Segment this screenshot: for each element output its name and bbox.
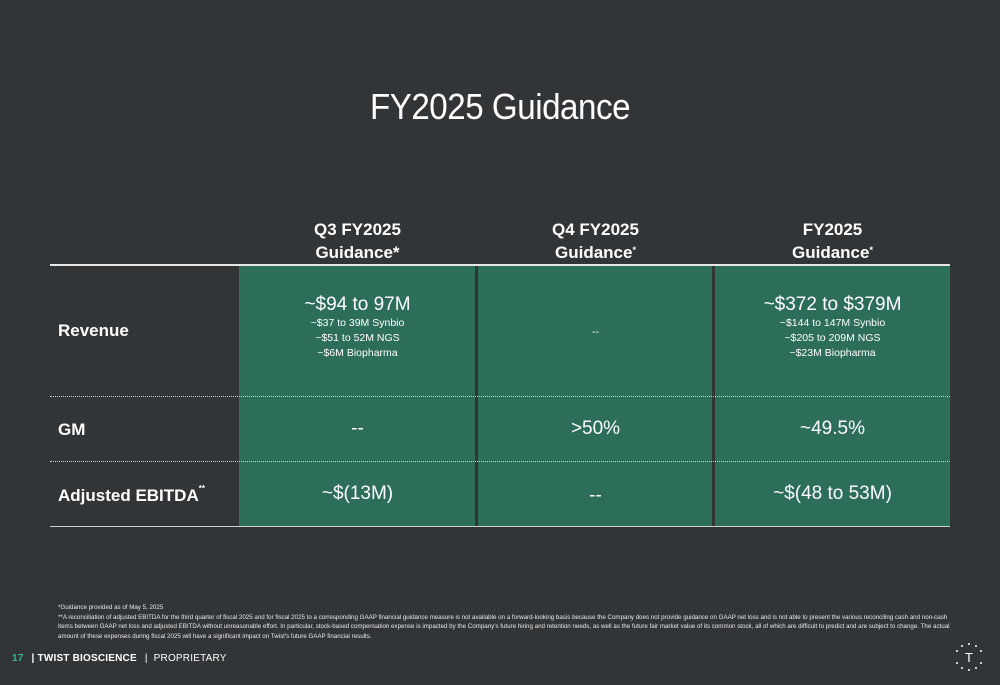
table-bottom-rule xyxy=(50,526,950,527)
twist-logo-icon: T xyxy=(956,643,982,671)
footnote-guidance-date: *Guidance provided as of May 5, 2025 xyxy=(58,604,164,611)
footnotes: *Guidance provided as of May 5, 2025 **A… xyxy=(58,603,958,641)
column-header-q4-label: Guidance xyxy=(555,243,633,262)
row-divider xyxy=(50,461,950,462)
column-header-fy: FY2025 Guidance* xyxy=(714,218,951,264)
row-divider xyxy=(50,396,950,397)
slide-footer: 17 | TWIST BIOSCIENCE | PROPRIETARY xyxy=(12,653,227,664)
cell-revenue-fy-ngs: ~$205 to 209M NGS xyxy=(784,332,881,344)
cell-revenue-fy-synbio: ~$144 to 147M Synbio xyxy=(779,317,886,329)
company-name-text: TWIST BIOSCIENCE xyxy=(37,653,137,664)
column-header-q4: Q4 FY2025 Guidance* xyxy=(477,218,714,264)
cell-ebitda-q3: ~$(13M) xyxy=(321,483,394,504)
footer-separator: | xyxy=(144,653,148,664)
cell-revenue-q3-main: ~$94 to 97M xyxy=(304,294,411,315)
column-header-q3-line2: Guidance* xyxy=(315,243,400,262)
cell-revenue-q3-synbio: ~$37 to 39M Synbio xyxy=(310,317,405,329)
cell-revenue-fy: ~$372 to $379M ~$144 to 147M Synbio ~$20… xyxy=(714,294,951,361)
cell-ebitda-q4: -- xyxy=(589,485,602,506)
footnote-ebitda: **A reconciliation of adjusted EBITDA fo… xyxy=(58,613,950,640)
table-top-rule xyxy=(50,264,950,266)
row-label-ebitda-text: Adjusted EBITDA xyxy=(58,486,199,505)
column-header-fy-label: Guidance xyxy=(792,243,870,262)
cell-revenue-fy-main: ~$372 to $379M xyxy=(763,294,902,315)
classification-label: PROPRIETARY xyxy=(153,653,227,664)
cell-gm-q4: >50% xyxy=(570,418,621,439)
company-name: | TWIST BIOSCIENCE xyxy=(31,653,137,664)
cell-ebitda-fy: ~$(48 to 53M) xyxy=(773,483,892,504)
column-header-fy-line1: FY2025 xyxy=(802,220,863,239)
slide-title: FY2025 Guidance xyxy=(369,86,631,127)
page-number: 17 xyxy=(12,653,24,664)
column-header-fy-line2: Guidance* xyxy=(714,241,951,264)
row-label-ebitda-marker: ** xyxy=(198,484,205,493)
cell-revenue-q3-ngs: ~$51 to 52M NGS xyxy=(315,332,400,344)
column-header-q4-marker: * xyxy=(632,245,636,255)
row-label-revenue: Revenue xyxy=(58,321,129,340)
column-header-fy-marker: * xyxy=(869,245,873,255)
column-header-q3-line1: Q3 FY2025 xyxy=(314,220,401,239)
cell-gm-q3: -- xyxy=(351,418,364,439)
cell-revenue-q4: -- xyxy=(592,326,599,338)
column-header-q3: Q3 FY2025 Guidance* xyxy=(239,218,476,264)
column-header-q4-line1: Q4 FY2025 xyxy=(552,220,639,239)
cell-revenue-fy-biopharma: ~$23M Biopharma xyxy=(789,347,876,359)
cell-gm-fy: ~49.5% xyxy=(800,418,865,439)
cell-revenue-q3-biopharma: ~$6M Biopharma xyxy=(317,347,398,359)
column-header-q4-line2: Guidance* xyxy=(477,241,714,264)
logo-letter: T xyxy=(965,650,973,665)
row-label-ebitda: Adjusted EBITDA** xyxy=(58,484,205,506)
row-label-gm: GM xyxy=(58,420,86,439)
cell-revenue-q3: ~$94 to 97M ~$37 to 39M Synbio ~$51 to 5… xyxy=(239,294,476,361)
